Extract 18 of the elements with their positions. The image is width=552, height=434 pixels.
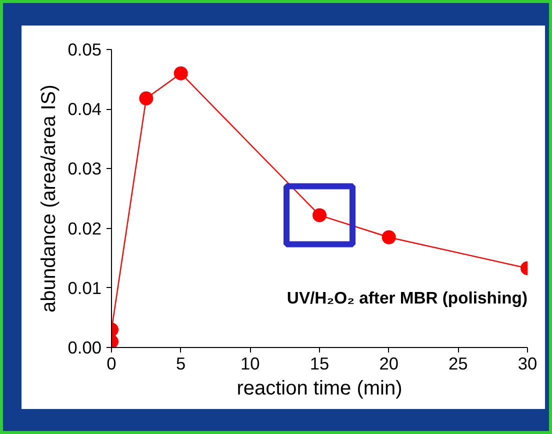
y-tick-label: 0.03 (68, 158, 102, 179)
y-axis-title: abundance (area/area IS) (38, 84, 60, 312)
x-tick-label: 0 (106, 354, 116, 374)
y-tick-label: 0.05 (68, 40, 102, 60)
point (382, 230, 396, 244)
y-tick-label: 0.00 (68, 338, 102, 358)
annotation: UV/H₂O₂ after MBR (polishing) (286, 288, 528, 308)
x-tick-label: 15 (310, 354, 330, 374)
x-axis-title: reaction time (min) (236, 378, 402, 400)
point (312, 208, 326, 222)
x-tick-label: 5 (176, 354, 186, 374)
x-tick-label: 25 (448, 354, 468, 374)
x-tick-label: 20 (379, 354, 398, 374)
x-tick-label: 10 (240, 354, 260, 374)
y-tick-label: 0.02 (68, 218, 102, 238)
y-tick-label: 0.01 (68, 278, 102, 298)
y-tick-label: 0.04 (68, 99, 102, 120)
x-tick-label: 30 (518, 354, 538, 374)
